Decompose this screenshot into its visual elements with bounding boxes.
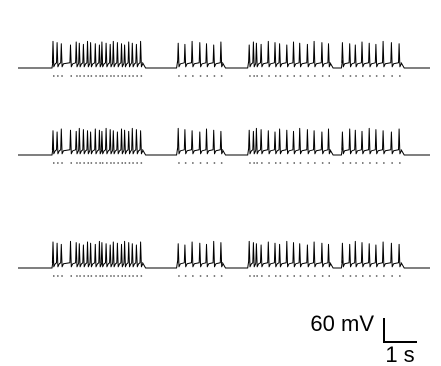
scale-bar-lines bbox=[383, 318, 417, 343]
voltage-trace-3 bbox=[18, 240, 430, 269]
voltage-trace-1 bbox=[18, 40, 430, 69]
scale-bar: 60 mV 1 s bbox=[310, 311, 417, 366]
time-scale-label: 1 s bbox=[385, 342, 414, 366]
voltage-scale-label: 60 mV bbox=[310, 311, 374, 336]
voltage-trace-2 bbox=[18, 127, 430, 156]
trace-group bbox=[18, 40, 430, 277]
